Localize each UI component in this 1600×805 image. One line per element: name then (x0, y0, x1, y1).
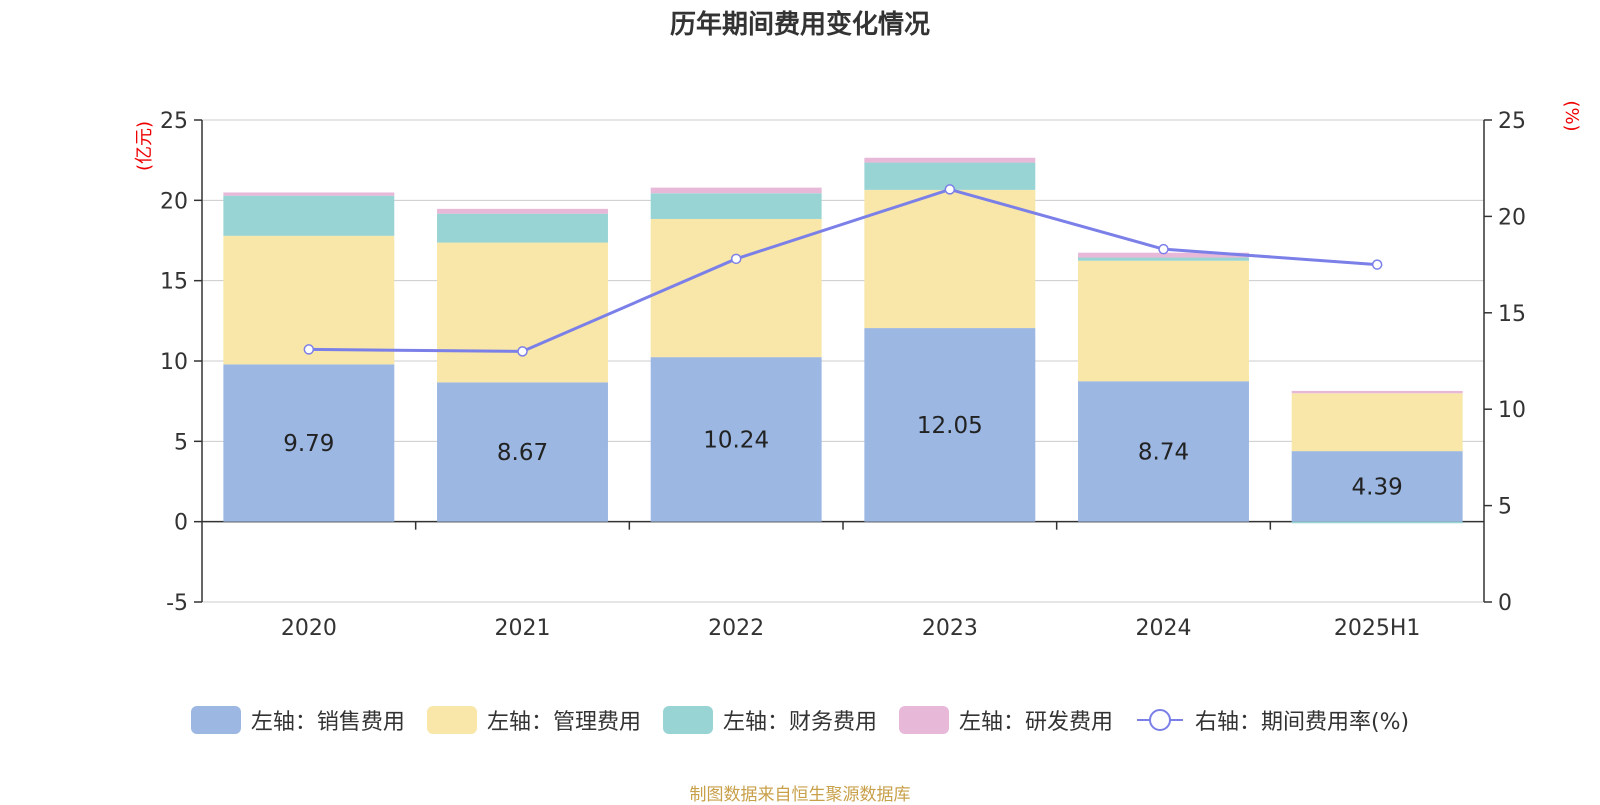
bar-segment (223, 364, 395, 522)
line-series-path (308, 187, 1378, 353)
x-axis-tick-label: 2021 (495, 616, 551, 641)
x-axis-tick-label: 2025H1 (1334, 616, 1421, 641)
x-axis-tick-label: 2024 (1136, 616, 1192, 641)
bar-segment (1291, 451, 1463, 522)
bar-segment (223, 235, 395, 365)
legend-swatch (426, 706, 477, 734)
bar-segment (1078, 257, 1249, 261)
line-point (944, 184, 956, 195)
bar-segment (437, 208, 608, 214)
legend-line-marker (1136, 709, 1183, 731)
legend-item[interactable]: 左轴：财务费用 (662, 704, 877, 736)
bar-segment (650, 218, 822, 358)
legend-swatch (662, 706, 713, 734)
bar-segment (864, 328, 1036, 522)
legend: 左轴：销售费用 左轴：管理费用 左轴：财务费用 左轴：研发费用 右轴：期间费用率(%) (0, 704, 1600, 736)
bar-segment (223, 192, 395, 196)
legend-label: 左轴：财务费用 (722, 710, 877, 735)
bar-segment (437, 242, 608, 383)
bar-segment (1291, 390, 1463, 394)
legend-label: 左轴：研发费用 (958, 710, 1113, 735)
bar-segment (864, 157, 1036, 163)
right-axis-tick-label: 15 (1498, 302, 1526, 327)
x-axis-tick-label: 2023 (922, 616, 978, 641)
right-axis-tick-label: 25 (1498, 109, 1526, 134)
bar-segment (437, 382, 608, 522)
legend-label: 左轴：管理费用 (486, 710, 641, 735)
legend-item[interactable]: 左轴：销售费用 (190, 704, 405, 736)
right-axis-tick-label: 20 (1498, 205, 1526, 230)
legend-item[interactable]: 右轴：期间费用率(%) (1135, 704, 1409, 736)
left-axis-tick-label: 0 (174, 511, 188, 536)
x-axis-tick-label: 2022 (708, 616, 764, 641)
bar-segment (1291, 393, 1463, 452)
left-axis-tick-label: 10 (160, 350, 188, 375)
left-axis-tick-label: 5 (174, 430, 188, 455)
bar-segment (1078, 252, 1249, 258)
bar-data-label: 8.67 (497, 440, 548, 466)
legend-label: 左轴：销售费用 (250, 710, 405, 735)
bar-data-label: 4.39 (1352, 474, 1403, 500)
legend-swatch (190, 706, 241, 734)
legend-label: 右轴：期间费用率(%) (1194, 710, 1410, 735)
bar-segment (1078, 381, 1249, 522)
bar-segment (650, 357, 822, 522)
chart-title: 历年期间费用变化情况 (669, 10, 930, 40)
line-point (1158, 243, 1169, 255)
left-axis-tick-label: 20 (160, 189, 188, 214)
right-axis-tick-label: 0 (1498, 591, 1512, 616)
bar-data-label: 12.05 (917, 413, 983, 439)
x-axis-tick-label: 2020 (281, 616, 337, 641)
line-point (517, 346, 528, 357)
bar-segment (223, 195, 395, 236)
source-note: 制图数据来自恒生聚源数据库 (689, 785, 911, 805)
bar-segment (437, 213, 608, 243)
line-point (730, 253, 742, 265)
bar-segment (1078, 260, 1249, 382)
bar-segment (650, 193, 822, 219)
left-axis-label: (亿元) (134, 121, 155, 171)
right-axis-tick-label: 5 (1498, 495, 1512, 520)
right-axis-label: (%) (1561, 100, 1582, 131)
bar-data-label: 8.74 (1138, 439, 1189, 465)
line-point (1371, 259, 1383, 270)
bar-data-label: 10.24 (703, 427, 769, 453)
legend-swatch (898, 706, 949, 734)
bar-segment (864, 189, 1036, 329)
legend-item[interactable]: 左轴：研发费用 (898, 704, 1113, 736)
bar-segment (1291, 521, 1463, 524)
left-axis-tick-label: 25 (160, 109, 188, 134)
right-axis-tick-label: 10 (1498, 398, 1526, 423)
left-axis-tick-label: 15 (160, 270, 188, 295)
bar-data-label: 9.79 (283, 431, 334, 457)
left-axis-tick-label: -5 (166, 591, 188, 616)
bar-segment (650, 187, 822, 194)
line-point (303, 344, 315, 355)
legend-item[interactable]: 左轴：管理费用 (426, 704, 641, 736)
